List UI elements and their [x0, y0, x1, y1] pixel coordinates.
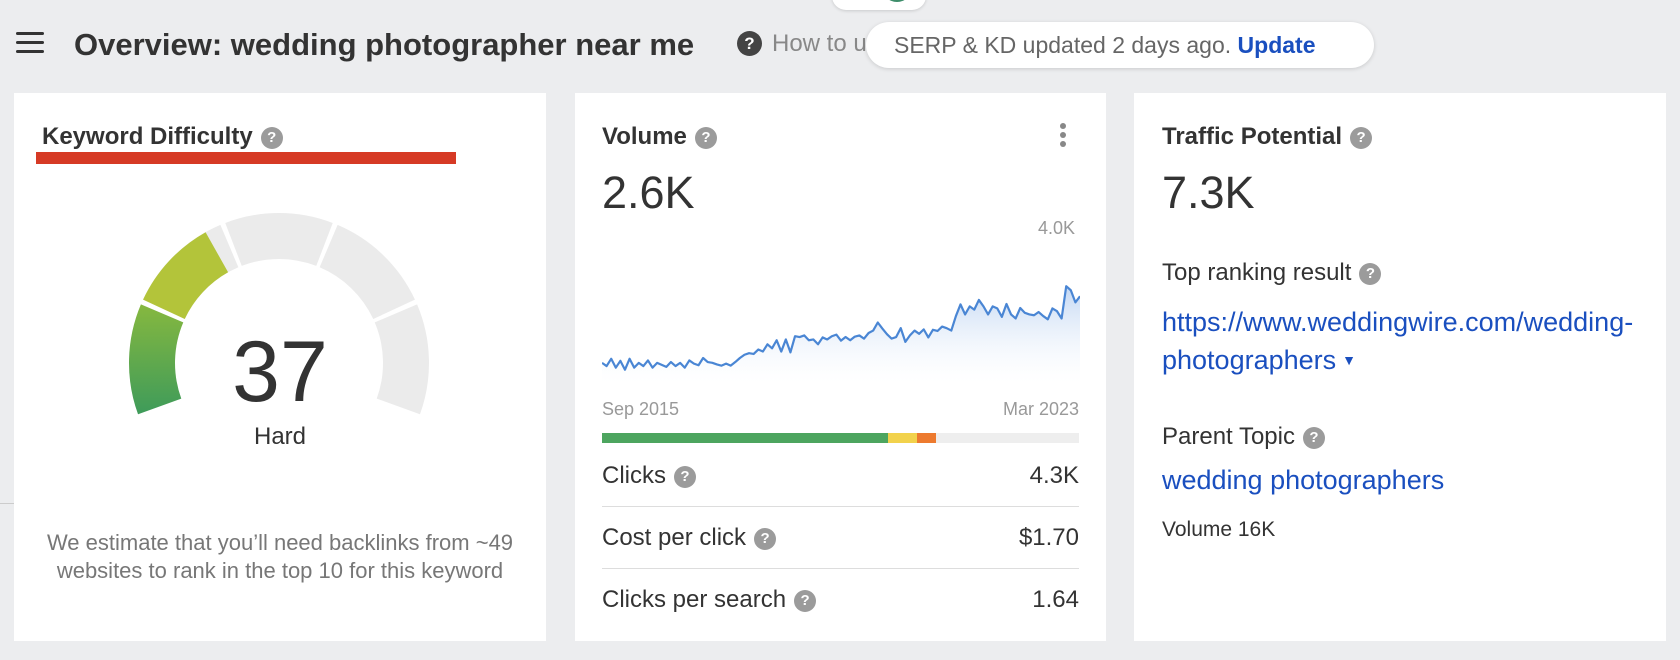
cpc-label-text: Cost per click [602, 523, 747, 551]
kd-help-icon[interactable]: ? [260, 127, 283, 149]
help-icon: ? [737, 31, 762, 56]
top-ranking-help-icon[interactable]: ? [1359, 263, 1382, 285]
how-to-label: How to u [772, 30, 867, 57]
update-button[interactable]: Update [1237, 32, 1316, 58]
parent-topic-help-icon[interactable]: ? [1302, 427, 1325, 449]
chart-x-end: Mar 2023 [1002, 399, 1079, 419]
kd-label-text: Keyword Difficulty [42, 123, 253, 150]
clicks-segment-paid-yellow [888, 433, 917, 443]
kd-underline [36, 152, 456, 164]
clicks-value: 4.3K [1029, 461, 1079, 489]
volume-help-icon[interactable]: ? [694, 127, 717, 149]
top-ranking-url: https://www.weddingwire.com/wedding-phot… [1162, 307, 1634, 375]
top-ranking-result-link[interactable]: https://www.weddingwire.com/wedding-phot… [1162, 303, 1642, 379]
kd-note: We estimate that you’ll need backlinks f… [46, 530, 514, 583]
traffic-potential-value: 7.3K [1162, 167, 1255, 218]
toast-text: SERP & KD updated 2 days ago. [894, 32, 1232, 58]
clicks-help-icon[interactable]: ? [674, 465, 696, 488]
cpc-label: Cost per click? [602, 523, 777, 552]
clicks-per-search-row: Clicks per search? 1.64 [602, 569, 1079, 631]
clicks-per-search-label: Clicks per search? [602, 586, 817, 614]
kd-rating: Hard [253, 423, 307, 450]
traffic-potential-card: Traffic Potential? 7.3K Top ranking resu… [1134, 93, 1666, 641]
volume-label: Volume? [602, 123, 717, 151]
volume-series-line [602, 285, 1080, 371]
traffic-potential-label-text: Traffic Potential [1162, 123, 1343, 150]
gauge-segment [374, 304, 429, 415]
traffic-potential-label: Traffic Potential? [1162, 123, 1373, 151]
cpc-row: Cost per click? $1.70 [602, 507, 1079, 569]
kd-score: 37 [232, 324, 328, 420]
gauge-fill [143, 232, 229, 320]
parent-topic-link[interactable]: wedding photographers [1162, 465, 1445, 495]
page-title: Overview: wedding photographer near me [74, 27, 695, 62]
clicks-label: Clicks? [602, 462, 696, 490]
clicks-per-search-label-text: Clicks per search [602, 586, 787, 613]
top-ranking-result-label: Top ranking result? [1162, 259, 1382, 287]
more-options-icon[interactable] [1058, 123, 1068, 151]
volume-label-text: Volume [602, 123, 687, 150]
volume-trend-chart[interactable] [602, 283, 1080, 383]
cpc-value: $1.70 [1018, 523, 1079, 551]
cpc-help-icon[interactable]: ? [754, 527, 777, 550]
clicks-segment-paid-orange [916, 433, 936, 443]
parent-topic-volume: Volume 16K [1162, 518, 1276, 541]
header: Overview: wedding photographer near me ?… [0, 0, 1680, 92]
clicks-segment-organic [602, 433, 889, 443]
clicks-row: Clicks? 4.3K [602, 445, 1079, 507]
gauge-fill [129, 304, 184, 415]
volume-area [602, 286, 1080, 383]
caret-down-icon[interactable]: ▼ [1342, 352, 1356, 368]
divider [0, 503, 14, 504]
clicks-per-search-help-icon[interactable]: ? [794, 590, 817, 612]
gauge-segment [225, 213, 333, 266]
chart-x-start: Sep 2015 [602, 399, 680, 419]
clicks-per-search-value: 1.64 [1032, 586, 1079, 613]
clicks-label-text: Clicks [602, 461, 666, 489]
keyword-difficulty-card: Keyword Difficulty? 37 Hard We estimate … [14, 93, 546, 641]
parent-topic-label: Parent Topic? [1162, 423, 1325, 451]
parent-topic-label-text: Parent Topic [1162, 423, 1295, 450]
kd-label: Keyword Difficulty? [42, 123, 283, 151]
traffic-potential-help-icon[interactable]: ? [1350, 127, 1373, 149]
kd-gauge [129, 213, 429, 415]
status-dot-icon [882, 0, 912, 2]
volume-card: Volume? 2.6K 4.0K Sep 2015 Mar 2023 Clic… [575, 93, 1106, 641]
chart-max-label: 4.0K [1037, 218, 1075, 238]
hamburger-menu-icon[interactable] [16, 32, 44, 56]
serp-update-toast: SERP & KD updated 2 days ago. Update [866, 22, 1374, 68]
how-to-link[interactable]: ? How to u [737, 30, 877, 58]
volume-value: 2.6K [602, 167, 695, 218]
clicks-distribution-bar [602, 433, 1079, 443]
top-ranking-result-label-text: Top ranking result [1162, 259, 1352, 286]
gauge-segment [319, 224, 415, 320]
top-tab-indicator [832, 0, 926, 10]
